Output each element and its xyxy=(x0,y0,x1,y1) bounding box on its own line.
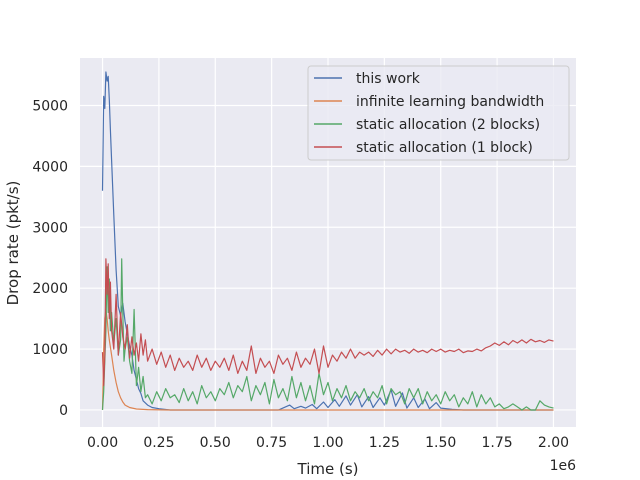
y-tick-label: 4000 xyxy=(32,159,68,175)
y-tick-label: 1000 xyxy=(32,342,68,358)
y-tick-label: 2000 xyxy=(32,281,68,297)
y-tick-label: 5000 xyxy=(32,98,68,114)
y-tick-label: 0 xyxy=(59,403,68,419)
legend-label: static allocation (1 block) xyxy=(356,140,533,156)
legend-box xyxy=(307,65,570,161)
series-group xyxy=(101,71,554,411)
x-tick-labels: 0.00 0.25 0.50 0.75 1.00 1.25 1.50 1.75 2.00 xyxy=(87,435,569,451)
y-tick-labels: 0 1000 2000 3000 4000 5000 xyxy=(32,98,68,418)
legend: this work infinite learning bandwidth stat… xyxy=(307,65,570,161)
y-tick-label: 3000 xyxy=(32,220,68,236)
x-tick-label: 1.50 xyxy=(425,435,456,451)
x-tick-label: 0.50 xyxy=(200,435,231,451)
x-tick-label: 1.75 xyxy=(482,435,513,451)
series-line-3 xyxy=(101,258,554,411)
legend-label: infinite learning bandwidth xyxy=(356,94,544,110)
x-axis-offset-label: 1e6 xyxy=(550,458,577,474)
series-line-4 xyxy=(101,258,554,387)
x-axis-label: Time (s) xyxy=(297,460,359,478)
legend-label: this work xyxy=(356,71,421,87)
series-line-1 xyxy=(101,71,554,411)
x-tick-label: 1.25 xyxy=(369,435,400,451)
x-tick-label: 0.00 xyxy=(87,435,118,451)
x-tick-label: 0.75 xyxy=(256,435,287,451)
y-axis-label: Drop rate (pkt/s) xyxy=(4,181,22,306)
x-tick-label: 2.00 xyxy=(538,435,569,451)
x-tick-label: 0.25 xyxy=(143,435,174,451)
legend-label: static allocation (2 blocks) xyxy=(356,117,540,133)
x-tick-label: 1.00 xyxy=(312,435,343,451)
